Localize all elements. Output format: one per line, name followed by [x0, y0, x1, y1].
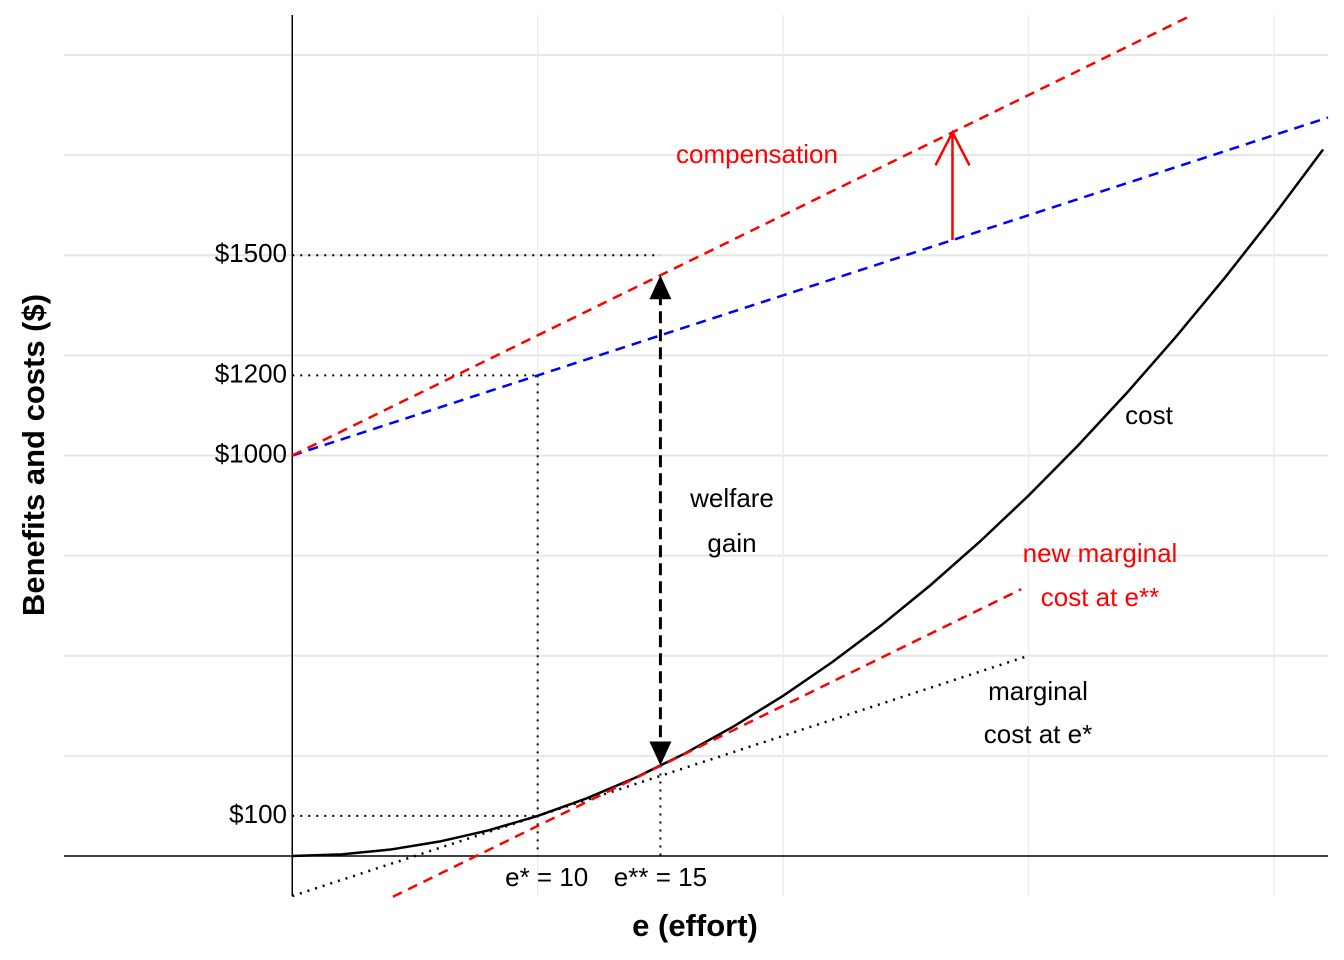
series-line	[291, 116, 1329, 457]
annotation: compensation	[676, 139, 838, 169]
annotation: cost	[1125, 400, 1173, 430]
series-line	[291, 654, 1029, 898]
annotation: new marginal	[1023, 538, 1178, 568]
annotation: cost at e**	[1041, 582, 1160, 612]
series-line	[291, 14, 1192, 457]
annotation: welfare	[689, 483, 774, 513]
y-tick-label: $1000	[215, 438, 287, 468]
y-axis-title: Benefits and costs ($)	[16, 294, 51, 616]
arrowhead	[649, 275, 672, 300]
y-tick-label: $1200	[215, 358, 287, 388]
x-axis-title: e (effort)	[632, 908, 758, 943]
annotation: gain	[707, 528, 756, 558]
x-tick-label: e** = 15	[614, 862, 707, 892]
grid	[64, 15, 1328, 896]
y-tick-label: $100	[229, 799, 287, 829]
y-tick-label: $1500	[215, 238, 287, 268]
series-line	[392, 588, 1022, 898]
annotation: marginal	[988, 676, 1088, 706]
arrowhead	[649, 741, 672, 766]
x-tick-label: e* = 10	[505, 862, 588, 892]
annotation: cost at e*	[984, 719, 1092, 749]
series-line	[292, 148, 1325, 858]
arrowhead	[934, 129, 971, 166]
